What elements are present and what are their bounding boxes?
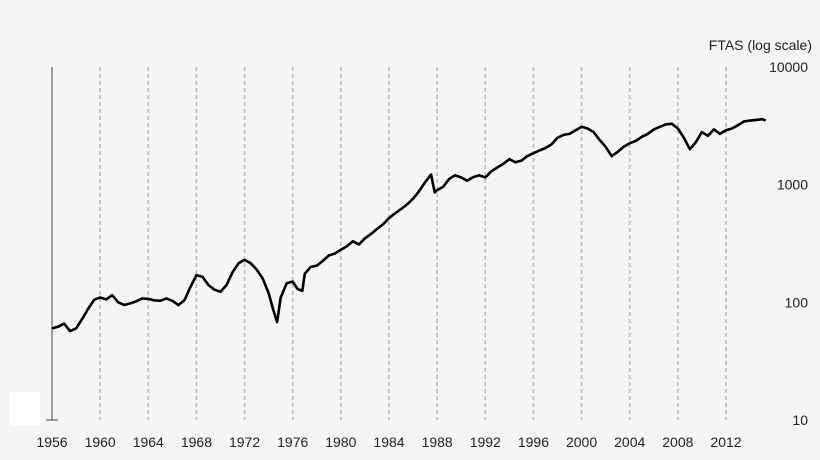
ftas-series-line [51, 117, 767, 333]
x-tick-label: 1972 [229, 434, 260, 450]
x-tick-label: 1964 [133, 434, 164, 450]
x-tick-label: 2000 [566, 434, 597, 450]
y-tick-label: 1000 [777, 177, 808, 193]
x-tick-label: 1992 [470, 434, 501, 450]
y-tick-label: 10000 [769, 59, 808, 75]
x-tick-label: 1988 [422, 434, 453, 450]
x-tick-label: 1996 [518, 434, 549, 450]
x-tick-label: 2004 [614, 434, 645, 450]
x-tick-label: 2008 [662, 434, 693, 450]
grid-layer [99, 67, 727, 420]
y-tick-label: 10 [792, 412, 808, 428]
x-tick-labels: 1956 1960 1964 1968 1972 1976 1980 1984 1988 1992… [36, 434, 741, 450]
white-box [10, 392, 40, 426]
y-tick-label: 100 [785, 294, 809, 310]
x-tick-label: 1976 [277, 434, 308, 450]
y-axis-title: FTAS (log scale) [709, 37, 812, 53]
x-tick-label: 2012 [710, 434, 741, 450]
x-tick-label: 1960 [85, 434, 116, 450]
x-tick-label: 1968 [181, 434, 212, 450]
x-tick-label: 1980 [325, 434, 356, 450]
y-tick-labels: 10 100 1000 10000 [769, 59, 808, 428]
x-tick-label: 1956 [36, 434, 67, 450]
x-tick-label: 1984 [373, 434, 404, 450]
